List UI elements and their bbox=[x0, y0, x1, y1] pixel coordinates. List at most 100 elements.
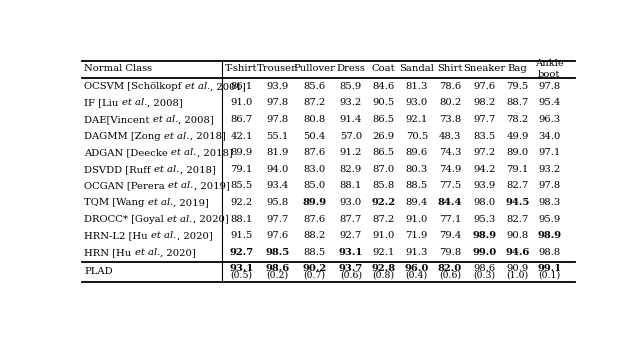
Text: et al.: et al. bbox=[168, 181, 194, 190]
Text: (0.8): (0.8) bbox=[372, 271, 394, 280]
Text: 93.7: 93.7 bbox=[339, 264, 363, 273]
Text: 99.1: 99.1 bbox=[537, 264, 561, 273]
Text: , 2001]: , 2001] bbox=[211, 82, 246, 91]
Text: , 2019]: , 2019] bbox=[194, 181, 230, 190]
Text: 89.9: 89.9 bbox=[303, 198, 326, 207]
Text: 87.0: 87.0 bbox=[372, 165, 394, 174]
Text: (0.3): (0.3) bbox=[473, 271, 495, 280]
Text: 96.3: 96.3 bbox=[538, 115, 560, 124]
Text: 95.4: 95.4 bbox=[538, 98, 561, 108]
Text: (0.2): (0.2) bbox=[266, 271, 288, 280]
Text: 97.2: 97.2 bbox=[473, 148, 495, 157]
Text: 92.8: 92.8 bbox=[371, 264, 396, 273]
Text: 94.2: 94.2 bbox=[473, 165, 495, 174]
Text: 98.6: 98.6 bbox=[473, 264, 495, 273]
Text: 88.5: 88.5 bbox=[406, 181, 428, 190]
Text: 85.6: 85.6 bbox=[303, 82, 326, 91]
Text: 88.2: 88.2 bbox=[303, 231, 326, 240]
Text: et al.: et al. bbox=[148, 198, 173, 207]
Text: 79.1: 79.1 bbox=[506, 165, 529, 174]
Text: Pullover: Pullover bbox=[294, 64, 335, 73]
Text: (0.5): (0.5) bbox=[230, 271, 253, 280]
Text: 97.8: 97.8 bbox=[266, 98, 288, 108]
Text: 91.3: 91.3 bbox=[406, 248, 428, 257]
Text: 97.6: 97.6 bbox=[473, 82, 495, 91]
Text: 95.8: 95.8 bbox=[266, 198, 288, 207]
Text: 86.5: 86.5 bbox=[372, 148, 394, 157]
Text: DAGMM [Zong: DAGMM [Zong bbox=[84, 132, 164, 141]
Text: , 2020]: , 2020] bbox=[193, 215, 228, 224]
Text: (0.4): (0.4) bbox=[406, 271, 428, 280]
Text: 98.8: 98.8 bbox=[538, 248, 561, 257]
Text: 85.5: 85.5 bbox=[230, 181, 253, 190]
Text: 91.0: 91.0 bbox=[230, 98, 253, 108]
Text: 79.8: 79.8 bbox=[439, 248, 461, 257]
Text: Dress: Dress bbox=[337, 64, 365, 73]
Text: 98.3: 98.3 bbox=[538, 198, 561, 207]
Text: 74.3: 74.3 bbox=[439, 148, 461, 157]
Text: OCSVM [Schölkopf: OCSVM [Schölkopf bbox=[84, 82, 185, 91]
Text: Shirt: Shirt bbox=[437, 64, 463, 73]
Text: 92.1: 92.1 bbox=[406, 115, 428, 124]
Text: , 2018]: , 2018] bbox=[197, 148, 233, 157]
Text: 88.1: 88.1 bbox=[230, 215, 253, 224]
Text: 97.8: 97.8 bbox=[266, 115, 288, 124]
Text: 87.6: 87.6 bbox=[303, 215, 326, 224]
Text: 70.5: 70.5 bbox=[406, 132, 428, 141]
Text: 90.2: 90.2 bbox=[303, 264, 327, 273]
Text: 26.9: 26.9 bbox=[372, 132, 394, 141]
Text: 82.9: 82.9 bbox=[340, 165, 362, 174]
Text: 93.0: 93.0 bbox=[340, 198, 362, 207]
Text: 86.7: 86.7 bbox=[230, 115, 253, 124]
Text: 85.0: 85.0 bbox=[303, 181, 326, 190]
Text: et al.: et al. bbox=[167, 215, 193, 224]
Text: Sandal: Sandal bbox=[399, 64, 434, 73]
Text: 80.3: 80.3 bbox=[406, 165, 428, 174]
Text: 34.0: 34.0 bbox=[538, 132, 561, 141]
Text: (0.7): (0.7) bbox=[303, 271, 326, 280]
Text: 78.6: 78.6 bbox=[439, 82, 461, 91]
Text: Normal Class: Normal Class bbox=[84, 64, 152, 73]
Text: 93.1: 93.1 bbox=[229, 264, 253, 273]
Text: Ankle
boot: Ankle boot bbox=[535, 59, 564, 79]
Text: HRN-L2 [Hu: HRN-L2 [Hu bbox=[84, 231, 151, 240]
Text: , 2020]: , 2020] bbox=[177, 231, 212, 240]
Text: 48.3: 48.3 bbox=[439, 132, 461, 141]
Text: 79.4: 79.4 bbox=[439, 231, 461, 240]
Text: PLAD: PLAD bbox=[84, 267, 113, 276]
Text: 83.5: 83.5 bbox=[473, 132, 495, 141]
Text: 97.1: 97.1 bbox=[538, 148, 561, 157]
Text: 94.5: 94.5 bbox=[506, 198, 530, 207]
Text: et al.: et al. bbox=[151, 231, 177, 240]
Text: 87.7: 87.7 bbox=[340, 215, 362, 224]
Text: 86.1: 86.1 bbox=[230, 82, 253, 91]
Text: 81.9: 81.9 bbox=[266, 148, 289, 157]
Text: 92.1: 92.1 bbox=[372, 248, 394, 257]
Text: (1.0): (1.0) bbox=[506, 271, 529, 280]
Text: 79.1: 79.1 bbox=[230, 165, 253, 174]
Text: Bag: Bag bbox=[508, 64, 527, 73]
Text: 78.2: 78.2 bbox=[506, 115, 529, 124]
Text: 50.4: 50.4 bbox=[303, 132, 326, 141]
Text: 55.1: 55.1 bbox=[266, 132, 289, 141]
Text: 91.0: 91.0 bbox=[372, 231, 394, 240]
Text: , 2008]: , 2008] bbox=[179, 115, 214, 124]
Text: 97.8: 97.8 bbox=[538, 82, 561, 91]
Text: Sneaker: Sneaker bbox=[463, 64, 506, 73]
Text: 92.2: 92.2 bbox=[230, 198, 253, 207]
Text: , 2018]: , 2018] bbox=[189, 132, 225, 141]
Text: 91.2: 91.2 bbox=[340, 148, 362, 157]
Text: DSVDD [Ruff: DSVDD [Ruff bbox=[84, 165, 154, 174]
Text: 98.0: 98.0 bbox=[473, 198, 495, 207]
Text: 90.8: 90.8 bbox=[506, 231, 529, 240]
Text: 93.4: 93.4 bbox=[266, 181, 289, 190]
Text: 83.0: 83.0 bbox=[303, 165, 326, 174]
Text: , 2019]: , 2019] bbox=[173, 198, 209, 207]
Text: 90.9: 90.9 bbox=[506, 264, 529, 273]
Text: 97.6: 97.6 bbox=[266, 231, 288, 240]
Text: , 2020]: , 2020] bbox=[160, 248, 196, 257]
Text: 91.0: 91.0 bbox=[406, 215, 428, 224]
Text: , 2008]: , 2008] bbox=[147, 98, 183, 108]
Text: 89.0: 89.0 bbox=[506, 148, 529, 157]
Text: 77.5: 77.5 bbox=[439, 181, 461, 190]
